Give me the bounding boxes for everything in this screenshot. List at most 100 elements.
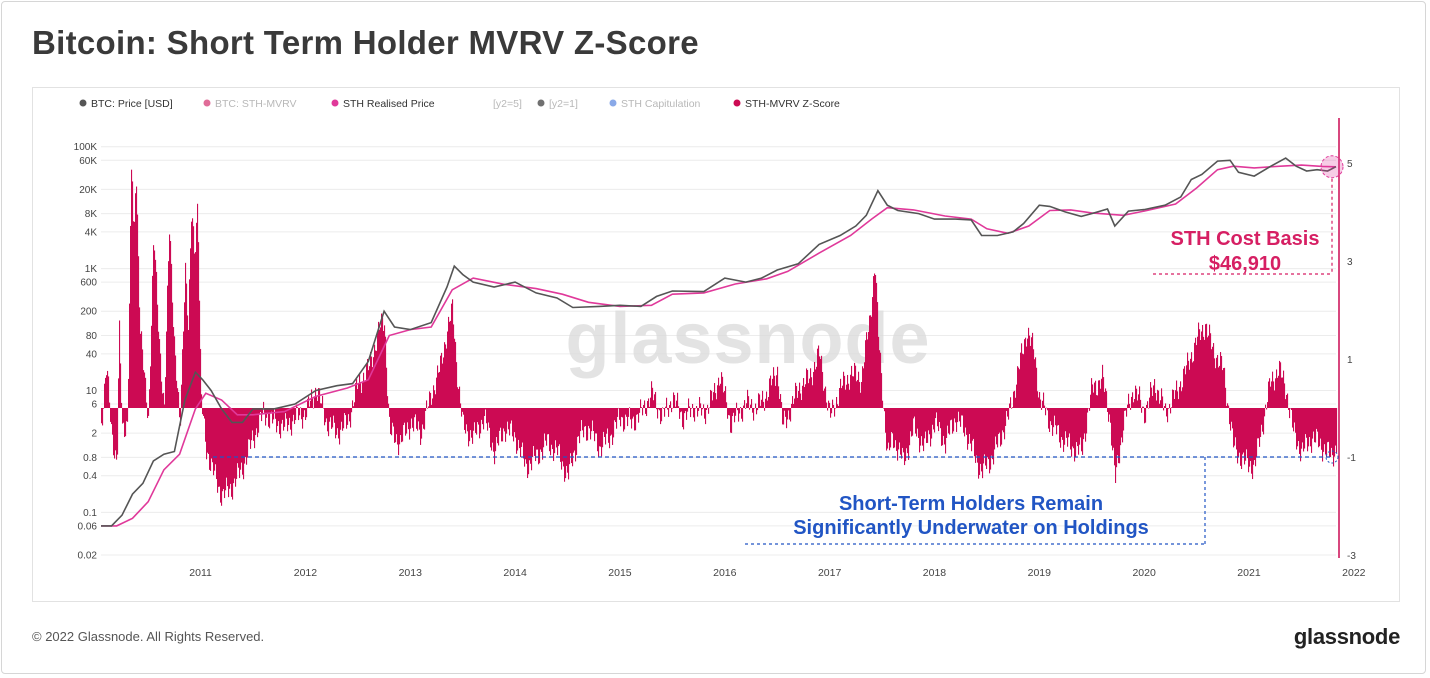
zscore-bar [563,408,565,467]
zscore-bar [211,408,213,459]
zscore-bar [1079,408,1081,445]
zscore-bar [350,408,352,428]
zscore-bar [711,390,713,408]
zscore-bar [288,408,290,426]
zscore-bar [355,383,357,408]
zscore-bar [207,408,209,453]
zscore-bar [438,372,440,408]
zscore-bar [530,408,532,464]
zscore-bar [669,405,671,408]
zscore-bar [993,408,995,465]
y-left-tick-label: 6 [91,400,97,411]
x-tick-label: 2011 [189,567,212,579]
zscore-bar [1334,408,1336,457]
zscore-bar [246,408,248,465]
zscore-bar [173,327,175,408]
zscore-bar [620,408,622,427]
zscore-bar [713,392,715,408]
zscore-bar [295,408,297,421]
zscore-bar [484,408,486,417]
zscore-bar [118,378,120,408]
zscore-bar [112,408,114,435]
zscore-bar [603,408,605,432]
zscore-bar [301,408,303,420]
zscore-bar [124,408,126,438]
zscore-bar [1276,369,1278,408]
zscore-bar [1106,391,1108,408]
zscore-bar [856,381,858,408]
zscore-bar [413,408,415,432]
chart-legend: BTC: Price [USD] BTC: STH-MVRV STH Realise… [79,98,840,110]
zscore-bar [1257,408,1259,439]
zscore-bar [543,408,545,448]
zscore-bar [213,408,215,476]
zscore-bar [697,408,699,417]
zscore-bar [959,408,961,422]
zscore-bar [589,408,591,429]
zscore-bar [492,408,494,443]
zscore-bar [1043,392,1045,408]
zscore-bar [599,408,601,447]
zscore-bar [1158,390,1160,408]
zscore-bar [550,408,552,456]
cost-basis-label: STH Cost Basis [1171,228,1320,250]
zscore-bar [756,408,758,415]
zscore-bar [1098,380,1100,408]
zscore-bar [1127,404,1129,408]
zscore-bar [222,408,224,492]
zscore-bar [1223,368,1225,408]
zscore-bar [444,342,446,408]
zscore-bar [585,408,587,427]
zscore-bar [1283,370,1285,408]
zscore-bar [909,408,911,446]
zscore-bar [955,408,957,423]
zscore-bar [1065,408,1067,432]
zscore-bar [459,386,461,408]
zscore-bar [764,408,766,411]
zscore-bar [442,363,444,408]
zscore-bar [106,375,108,408]
zscore-bar [644,400,646,408]
zscore-bar [400,408,402,436]
zscore-bar [327,408,329,432]
zscore-bar [488,408,490,423]
zscore-bar [751,399,753,408]
zscore-bar [1219,365,1221,408]
zscore-bar [135,193,137,408]
zscore-bar [1005,408,1007,426]
zscore-bar [366,363,368,408]
zscore-bar [608,408,610,443]
zscore-bar [303,408,305,418]
zscore-bar [911,408,913,437]
zscore-bar [645,408,647,414]
zscore-bar [1249,408,1251,467]
zscore-bar [1108,408,1110,422]
zscore-bar [1312,408,1314,439]
zscore-bar [899,408,901,443]
zscore-bar [963,408,965,433]
zscore-bar [849,389,851,408]
zscore-bar [525,408,527,460]
zscore-bar [1326,408,1328,457]
zscore-bar [866,332,868,408]
zscore-bar [536,408,538,450]
zscore-bar [651,381,653,408]
legend-marker [537,99,545,107]
legend-label: [y2=5] [493,98,522,110]
zscore-bar [1248,408,1250,473]
zscore-bar [971,408,973,452]
zscore-bar [940,408,942,429]
zscore-bar [439,371,441,408]
zscore-bar [659,408,661,411]
x-tick-label: 2015 [608,567,632,579]
zscore-bar [1075,408,1077,457]
zscore-bar [244,408,246,464]
zscore-bar [699,397,701,408]
y-left-tick-label: 20K [79,185,97,196]
zscore-bar [949,408,951,435]
zscore-bar [551,408,553,445]
zscore-bar [348,408,350,415]
zscore-bar [1164,405,1166,408]
zscore-bar [782,408,784,425]
zscore-bar [1244,408,1246,465]
